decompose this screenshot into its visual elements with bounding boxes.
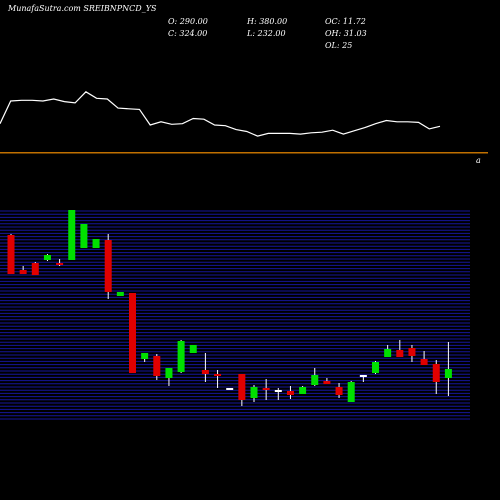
chart-title: MunafaSutra.com SREIBNPNCD_YS: [8, 4, 157, 13]
candle-body-17: [214, 374, 222, 376]
candle-14: [177, 340, 185, 373]
candle-8: [104, 234, 112, 299]
candle-body-29: [359, 375, 367, 377]
candle-body-30: [372, 362, 379, 373]
candle-17: [214, 370, 222, 388]
candle-body-15: [189, 345, 197, 353]
candle-body-28: [347, 382, 355, 402]
low-value: L: 232.00: [247, 29, 286, 38]
candle-31: [384, 345, 392, 357]
candle-body-12: [153, 356, 161, 376]
candle-7: [92, 239, 100, 248]
candle-20: [250, 385, 258, 402]
candle-35: [432, 360, 440, 394]
candle-body-21: [262, 388, 270, 390]
side-marker: a: [476, 156, 481, 165]
high-value: H: 380.00: [247, 17, 288, 26]
candle-body-27: [335, 387, 343, 395]
candle-body-19: [238, 374, 246, 400]
candle-body-33: [408, 348, 416, 356]
candle-body-26: [323, 381, 331, 384]
candle-26: [323, 378, 331, 384]
candle-12: [153, 354, 161, 380]
close-value: C: 324.00: [168, 29, 208, 38]
candle-13: [165, 368, 173, 386]
candle-23: [286, 386, 294, 399]
candle-body-20: [250, 387, 258, 398]
candle-1: [19, 266, 27, 274]
candle-body-0: [7, 235, 15, 274]
candle-body-1: [19, 270, 27, 274]
candle-body-10: [129, 293, 136, 373]
candle-body-24: [299, 387, 307, 394]
candle-body-23: [286, 391, 294, 395]
candle-body-6: [80, 224, 88, 248]
candle-27: [335, 383, 343, 398]
candle-16: [201, 353, 209, 382]
candle-10: [129, 293, 136, 373]
price-line-series: [0, 91, 441, 137]
candle-6: [80, 224, 88, 248]
candle-0: [7, 234, 15, 274]
candle-32: [396, 340, 404, 357]
candle-19: [238, 374, 246, 406]
candle-18: [226, 388, 234, 390]
candle-body-14: [177, 341, 185, 372]
price-line: [0, 91, 441, 137]
candle-22: [274, 388, 282, 400]
candle-2: [31, 262, 39, 275]
candle-body-8: [104, 240, 112, 292]
candle-29: [359, 375, 367, 382]
candle-body-5: [68, 210, 76, 260]
candle-body-36: [444, 369, 452, 378]
candle-9: [116, 292, 124, 296]
candle-body-34: [420, 359, 428, 365]
volume-grid: [0, 210, 470, 420]
candle-body-35: [432, 364, 440, 382]
panel-divider: [0, 152, 488, 154]
candle-body-11: [141, 353, 149, 359]
candle-28: [347, 381, 355, 402]
candle-33: [408, 345, 416, 362]
candle-body-4: [56, 263, 64, 265]
candle-body-18: [226, 388, 234, 390]
open-value: O: 290.00: [168, 17, 208, 26]
candle-4: [56, 259, 64, 266]
candle-body-13: [165, 368, 173, 378]
candle-body-31: [384, 349, 392, 357]
candlesticks: [7, 210, 452, 406]
candle-24: [299, 386, 307, 394]
candle-body-16: [201, 370, 209, 374]
oh-value: OH: 31.03: [325, 29, 367, 38]
candle-body-32: [396, 350, 404, 357]
candle-11: [141, 353, 149, 362]
candle-5: [68, 210, 76, 260]
candle-36: [444, 342, 452, 396]
ol-value: OL: 25: [325, 41, 353, 50]
candle-25: [311, 368, 319, 386]
candle-21: [262, 379, 270, 400]
oc-value: OC: 11.72: [325, 17, 366, 26]
candle-body-22: [274, 390, 282, 392]
candle-3: [43, 254, 51, 261]
candle-body-25: [311, 375, 319, 385]
candle-34: [420, 351, 428, 365]
candle-30: [372, 361, 379, 374]
candle-body-9: [116, 292, 124, 296]
candle-15: [189, 345, 197, 353]
candle-body-3: [43, 255, 51, 260]
candle-body-2: [31, 263, 39, 275]
candle-body-7: [92, 239, 100, 248]
